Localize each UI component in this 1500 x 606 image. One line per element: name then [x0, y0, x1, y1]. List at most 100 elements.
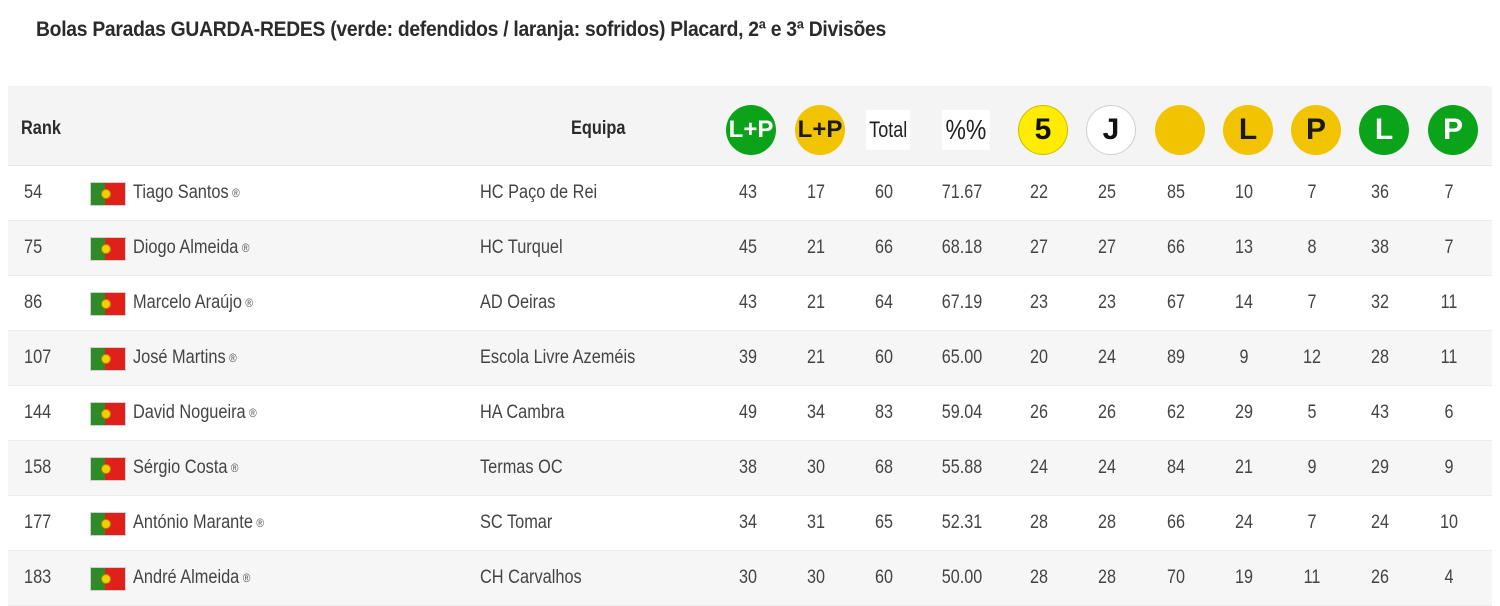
player-name[interactable]: Sérgio Costa ®: [133, 457, 239, 478]
dot-cell: 70: [1167, 567, 1185, 588]
team-name[interactable]: CH Carvalhos: [480, 567, 582, 588]
l-defended-cell: 38: [1371, 237, 1389, 258]
team-name[interactable]: Escola Livre Azeméis: [480, 347, 636, 368]
dot-cell: 66: [1167, 237, 1185, 258]
header-percentage[interactable]: %%: [939, 103, 993, 157]
player-name[interactable]: Tiago Santos ®: [133, 182, 240, 203]
rank-cell: 86: [24, 292, 43, 313]
j-cell: 28: [1098, 512, 1116, 533]
header-l-conceded[interactable]: L: [1221, 103, 1275, 157]
p-conceded-cell: 11: [1303, 567, 1321, 588]
header-p-defended[interactable]: P: [1426, 103, 1480, 157]
rank-cell: 54: [24, 182, 43, 203]
registered-icon: ®: [229, 351, 237, 365]
dot-cell: 84: [1167, 457, 1185, 478]
p-defended-cell: 4: [1444, 567, 1454, 588]
p-green-icon: P: [1428, 105, 1478, 155]
header-rank[interactable]: Rank: [21, 118, 61, 139]
table-body: 54 Tiago Santos ® HC Paço de Rei 43 17 60…: [8, 166, 1492, 606]
player-name[interactable]: David Nogueira ®: [133, 402, 257, 423]
team-name[interactable]: HA Cambra: [480, 402, 565, 423]
five-cell: 28: [1030, 567, 1048, 588]
gold-dot-icon: [1155, 105, 1205, 155]
table-row[interactable]: 158 Sérgio Costa ® Termas OC 38 30 68 55.…: [8, 441, 1492, 496]
dot-cell: 66: [1167, 512, 1185, 533]
portugal-flag-icon: [91, 293, 125, 315]
p-defended-cell: 7: [1444, 182, 1454, 203]
l-defended-cell: 36: [1371, 182, 1389, 203]
p-conceded-cell: 7: [1307, 512, 1317, 533]
five-cell: 26: [1030, 402, 1048, 423]
portugal-flag-icon: [91, 458, 125, 480]
rank-cell: 158: [24, 457, 52, 478]
lp-conceded-cell: 21: [807, 347, 825, 368]
j-cell: 26: [1098, 402, 1116, 423]
header-dot[interactable]: [1153, 103, 1207, 157]
table-row[interactable]: 54 Tiago Santos ® HC Paço de Rei 43 17 60…: [8, 166, 1492, 221]
lp-conceded-cell: 21: [807, 292, 825, 313]
percentage-cell: 50.00: [941, 567, 983, 588]
portugal-flag-icon: [91, 348, 125, 370]
j-cell: 24: [1098, 347, 1116, 368]
lp-conceded-cell: 30: [807, 457, 825, 478]
lp-conceded-cell: 30: [807, 567, 825, 588]
lp-defended-cell: 34: [739, 512, 757, 533]
p-defended-cell: 6: [1444, 402, 1454, 423]
team-name[interactable]: HC Turquel: [480, 237, 563, 258]
l-conceded-cell: 14: [1235, 292, 1253, 313]
table-header: Rank Equipa L+P L+P Total %% 5 J L P L: [8, 86, 1492, 166]
percentage-cell: 52.31: [941, 512, 983, 533]
header-equipa[interactable]: Equipa: [571, 118, 626, 139]
header-lp-defended[interactable]: L+P: [724, 103, 778, 157]
player-name[interactable]: Marcelo Araújo ®: [133, 292, 254, 313]
player-name[interactable]: José Martins ®: [133, 347, 237, 368]
header-5m[interactable]: 5: [1016, 103, 1070, 157]
five-cell: 24: [1030, 457, 1048, 478]
team-name[interactable]: Termas OC: [480, 457, 563, 478]
team-name[interactable]: SC Tomar: [480, 512, 553, 533]
lp-conceded-cell: 21: [807, 237, 825, 258]
j-icon: J: [1086, 105, 1136, 155]
lp-conceded-cell: 34: [807, 402, 825, 423]
team-name[interactable]: AD Oeiras: [480, 292, 556, 313]
portugal-flag-icon: [91, 568, 125, 590]
percentage-cell: 68.18: [941, 237, 983, 258]
l-conceded-cell: 21: [1235, 457, 1253, 478]
table-row[interactable]: 107 José Martins ® Escola Livre Azeméis 3…: [8, 331, 1492, 386]
header-total[interactable]: Total: [861, 103, 915, 157]
header-lp-conceded[interactable]: L+P: [793, 103, 847, 157]
header-l-defended[interactable]: L: [1357, 103, 1411, 157]
header-p-conceded[interactable]: P: [1289, 103, 1343, 157]
table-row[interactable]: 183 André Almeida ® CH Carvalhos 30 30 60…: [8, 551, 1492, 606]
l-conceded-cell: 9: [1239, 347, 1249, 368]
registered-icon: ®: [241, 241, 250, 255]
table-row[interactable]: 86 Marcelo Araújo ® AD Oeiras 43 21 64 67…: [8, 276, 1492, 331]
p-conceded-cell: 8: [1307, 237, 1317, 258]
table-row[interactable]: 75 Diogo Almeida ® HC Turquel 45 21 66 68…: [8, 221, 1492, 276]
total-cell: 83: [875, 402, 893, 423]
registered-icon: ®: [256, 516, 264, 530]
table-row[interactable]: 177 António Marante ® SC Tomar 34 31 65 5…: [8, 496, 1492, 551]
player-name[interactable]: António Marante ®: [133, 512, 264, 533]
five-cell: 20: [1030, 347, 1048, 368]
total-label: Total: [865, 110, 911, 150]
player-name[interactable]: André Almeida ®: [133, 567, 251, 588]
p-gold-icon: P: [1291, 105, 1341, 155]
j-cell: 28: [1098, 567, 1116, 588]
lp-defended-cell: 49: [739, 402, 757, 423]
percentage-cell: 55.88: [941, 457, 983, 478]
portugal-flag-icon: [91, 238, 125, 260]
lp-defended-cell: 30: [739, 567, 757, 588]
stats-table: Rank Equipa L+P L+P Total %% 5 J L P L: [8, 86, 1492, 606]
l-defended-cell: 29: [1371, 457, 1389, 478]
lp-defended-cell: 39: [739, 347, 757, 368]
table-row[interactable]: 144 David Nogueira ® HA Cambra 49 34 83 5…: [8, 386, 1492, 441]
l-defended-cell: 26: [1371, 567, 1389, 588]
player-name[interactable]: Diogo Almeida ®: [133, 237, 250, 258]
header-j[interactable]: J: [1084, 103, 1138, 157]
total-cell: 68: [875, 457, 893, 478]
rank-cell: 177: [24, 512, 52, 533]
percentage-cell: 65.00: [941, 347, 983, 368]
dot-cell: 62: [1167, 402, 1185, 423]
team-name[interactable]: HC Paço de Rei: [480, 182, 598, 203]
